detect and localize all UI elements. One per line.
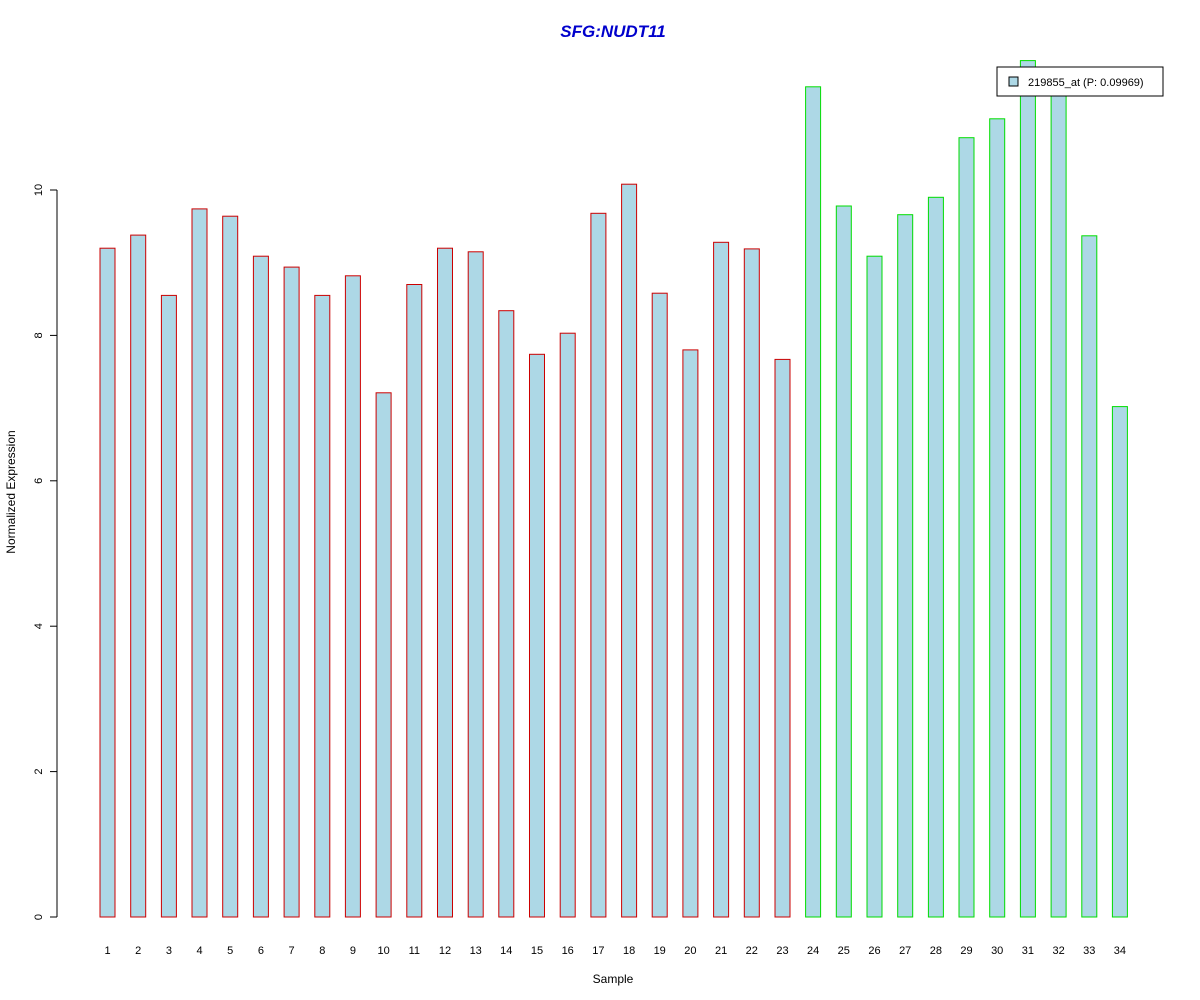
x-tick-label: 17 xyxy=(592,945,604,957)
bar-sample-29 xyxy=(958,137,975,918)
bar-sample-14 xyxy=(498,310,515,918)
x-tick-label: 9 xyxy=(350,945,356,957)
x-tick-label: 4 xyxy=(196,945,202,957)
x-tick-label: 23 xyxy=(776,945,788,957)
x-tick-label: 20 xyxy=(684,945,696,957)
x-tick-label: 18 xyxy=(623,945,635,957)
x-tick-label: 33 xyxy=(1083,945,1095,957)
legend-box xyxy=(996,66,1164,97)
bar-sample-28 xyxy=(927,196,944,918)
bar-sample-4 xyxy=(191,208,208,918)
x-tick-label: 1 xyxy=(104,945,110,957)
bar-sample-22 xyxy=(743,248,760,918)
bar-sample-30 xyxy=(989,118,1006,918)
bar-sample-20 xyxy=(682,349,699,918)
y-tick-label: 0 xyxy=(33,914,45,920)
legend-swatch xyxy=(1008,76,1019,87)
x-tick-label: 34 xyxy=(1114,945,1126,957)
bar-sample-7 xyxy=(283,266,300,918)
x-tick-label: 16 xyxy=(562,945,574,957)
y-tick-label: 10 xyxy=(33,184,45,196)
x-tick-label: 32 xyxy=(1052,945,1064,957)
bar-sample-5 xyxy=(222,215,239,918)
x-tick-label: 27 xyxy=(899,945,911,957)
y-tick-label: 4 xyxy=(33,623,45,629)
bar-sample-33 xyxy=(1081,235,1098,918)
x-tick-label: 25 xyxy=(838,945,850,957)
x-tick-label: 29 xyxy=(960,945,972,957)
bar-sample-12 xyxy=(437,247,453,918)
bar-sample-15 xyxy=(529,353,545,918)
bar-sample-11 xyxy=(406,284,423,918)
bar-sample-25 xyxy=(835,205,852,918)
bar-sample-6 xyxy=(252,255,269,918)
x-tick-label: 8 xyxy=(319,945,325,957)
y-axis-label: Normalized Expression xyxy=(4,430,18,553)
x-tick-label: 12 xyxy=(439,945,451,957)
bar-sample-23 xyxy=(774,358,791,918)
x-axis-tick-labels: 1 2 3 4 5 6 7 8 9 10 11 12 13 14 15 16 17 18 19 20 21 22 23 24 2… xyxy=(104,945,1126,957)
bar-sample-2 xyxy=(130,234,147,918)
y-tick-label: 2 xyxy=(33,769,45,775)
x-tick-label: 22 xyxy=(746,945,758,957)
x-tick-label: 24 xyxy=(807,945,819,957)
legend: 219855_at (P: 0.09969) xyxy=(996,66,1164,97)
x-tick-label: 13 xyxy=(470,945,482,957)
bar-sample-19 xyxy=(651,292,668,918)
bar-sample-34 xyxy=(1111,406,1128,918)
bar-sample-9 xyxy=(344,275,361,918)
bar-sample-3 xyxy=(160,294,177,918)
y-tick-label: 8 xyxy=(33,332,45,338)
x-tick-label: 11 xyxy=(409,945,420,957)
bar-sample-26 xyxy=(866,255,883,918)
bar-sample-32 xyxy=(1050,81,1067,918)
x-tick-label: 5 xyxy=(227,945,233,957)
x-tick-label: 21 xyxy=(715,945,727,957)
x-axis-label: Sample xyxy=(593,972,634,986)
x-tick-label: 3 xyxy=(166,945,172,957)
x-tick-label: 6 xyxy=(258,945,264,957)
bar-sample-1 xyxy=(99,247,116,918)
legend-label: 219855_at (P: 0.09969) xyxy=(1028,77,1144,89)
bar-sample-31 xyxy=(1019,60,1036,918)
bar-sample-13 xyxy=(467,251,484,918)
bar-sample-21 xyxy=(713,241,730,918)
x-tick-label: 2 xyxy=(135,945,141,957)
bar-sample-10 xyxy=(375,392,392,918)
x-tick-label: 10 xyxy=(377,945,389,957)
bar-sample-18 xyxy=(621,183,638,918)
x-tick-label: 30 xyxy=(991,945,1003,957)
x-tick-label: 31 xyxy=(1022,945,1034,957)
y-tick-label: 6 xyxy=(33,478,45,484)
bar-sample-24 xyxy=(805,86,822,918)
x-tick-label: 15 xyxy=(531,945,543,957)
x-tick-label: 26 xyxy=(868,945,880,957)
x-tick-label: 14 xyxy=(500,945,512,957)
chart-title: SFG:NUDT11 xyxy=(560,22,665,41)
x-tick-label: 7 xyxy=(289,945,295,957)
x-tick-label: 28 xyxy=(930,945,942,957)
bar-sample-16 xyxy=(559,332,576,918)
bar-sample-17 xyxy=(590,212,607,918)
y-axis: 0 2 4 6 8 10 xyxy=(33,184,58,920)
bars xyxy=(99,60,1128,918)
x-tick-label: 19 xyxy=(654,945,666,957)
bar-sample-27 xyxy=(897,214,914,918)
bar-sample-8 xyxy=(314,294,331,918)
